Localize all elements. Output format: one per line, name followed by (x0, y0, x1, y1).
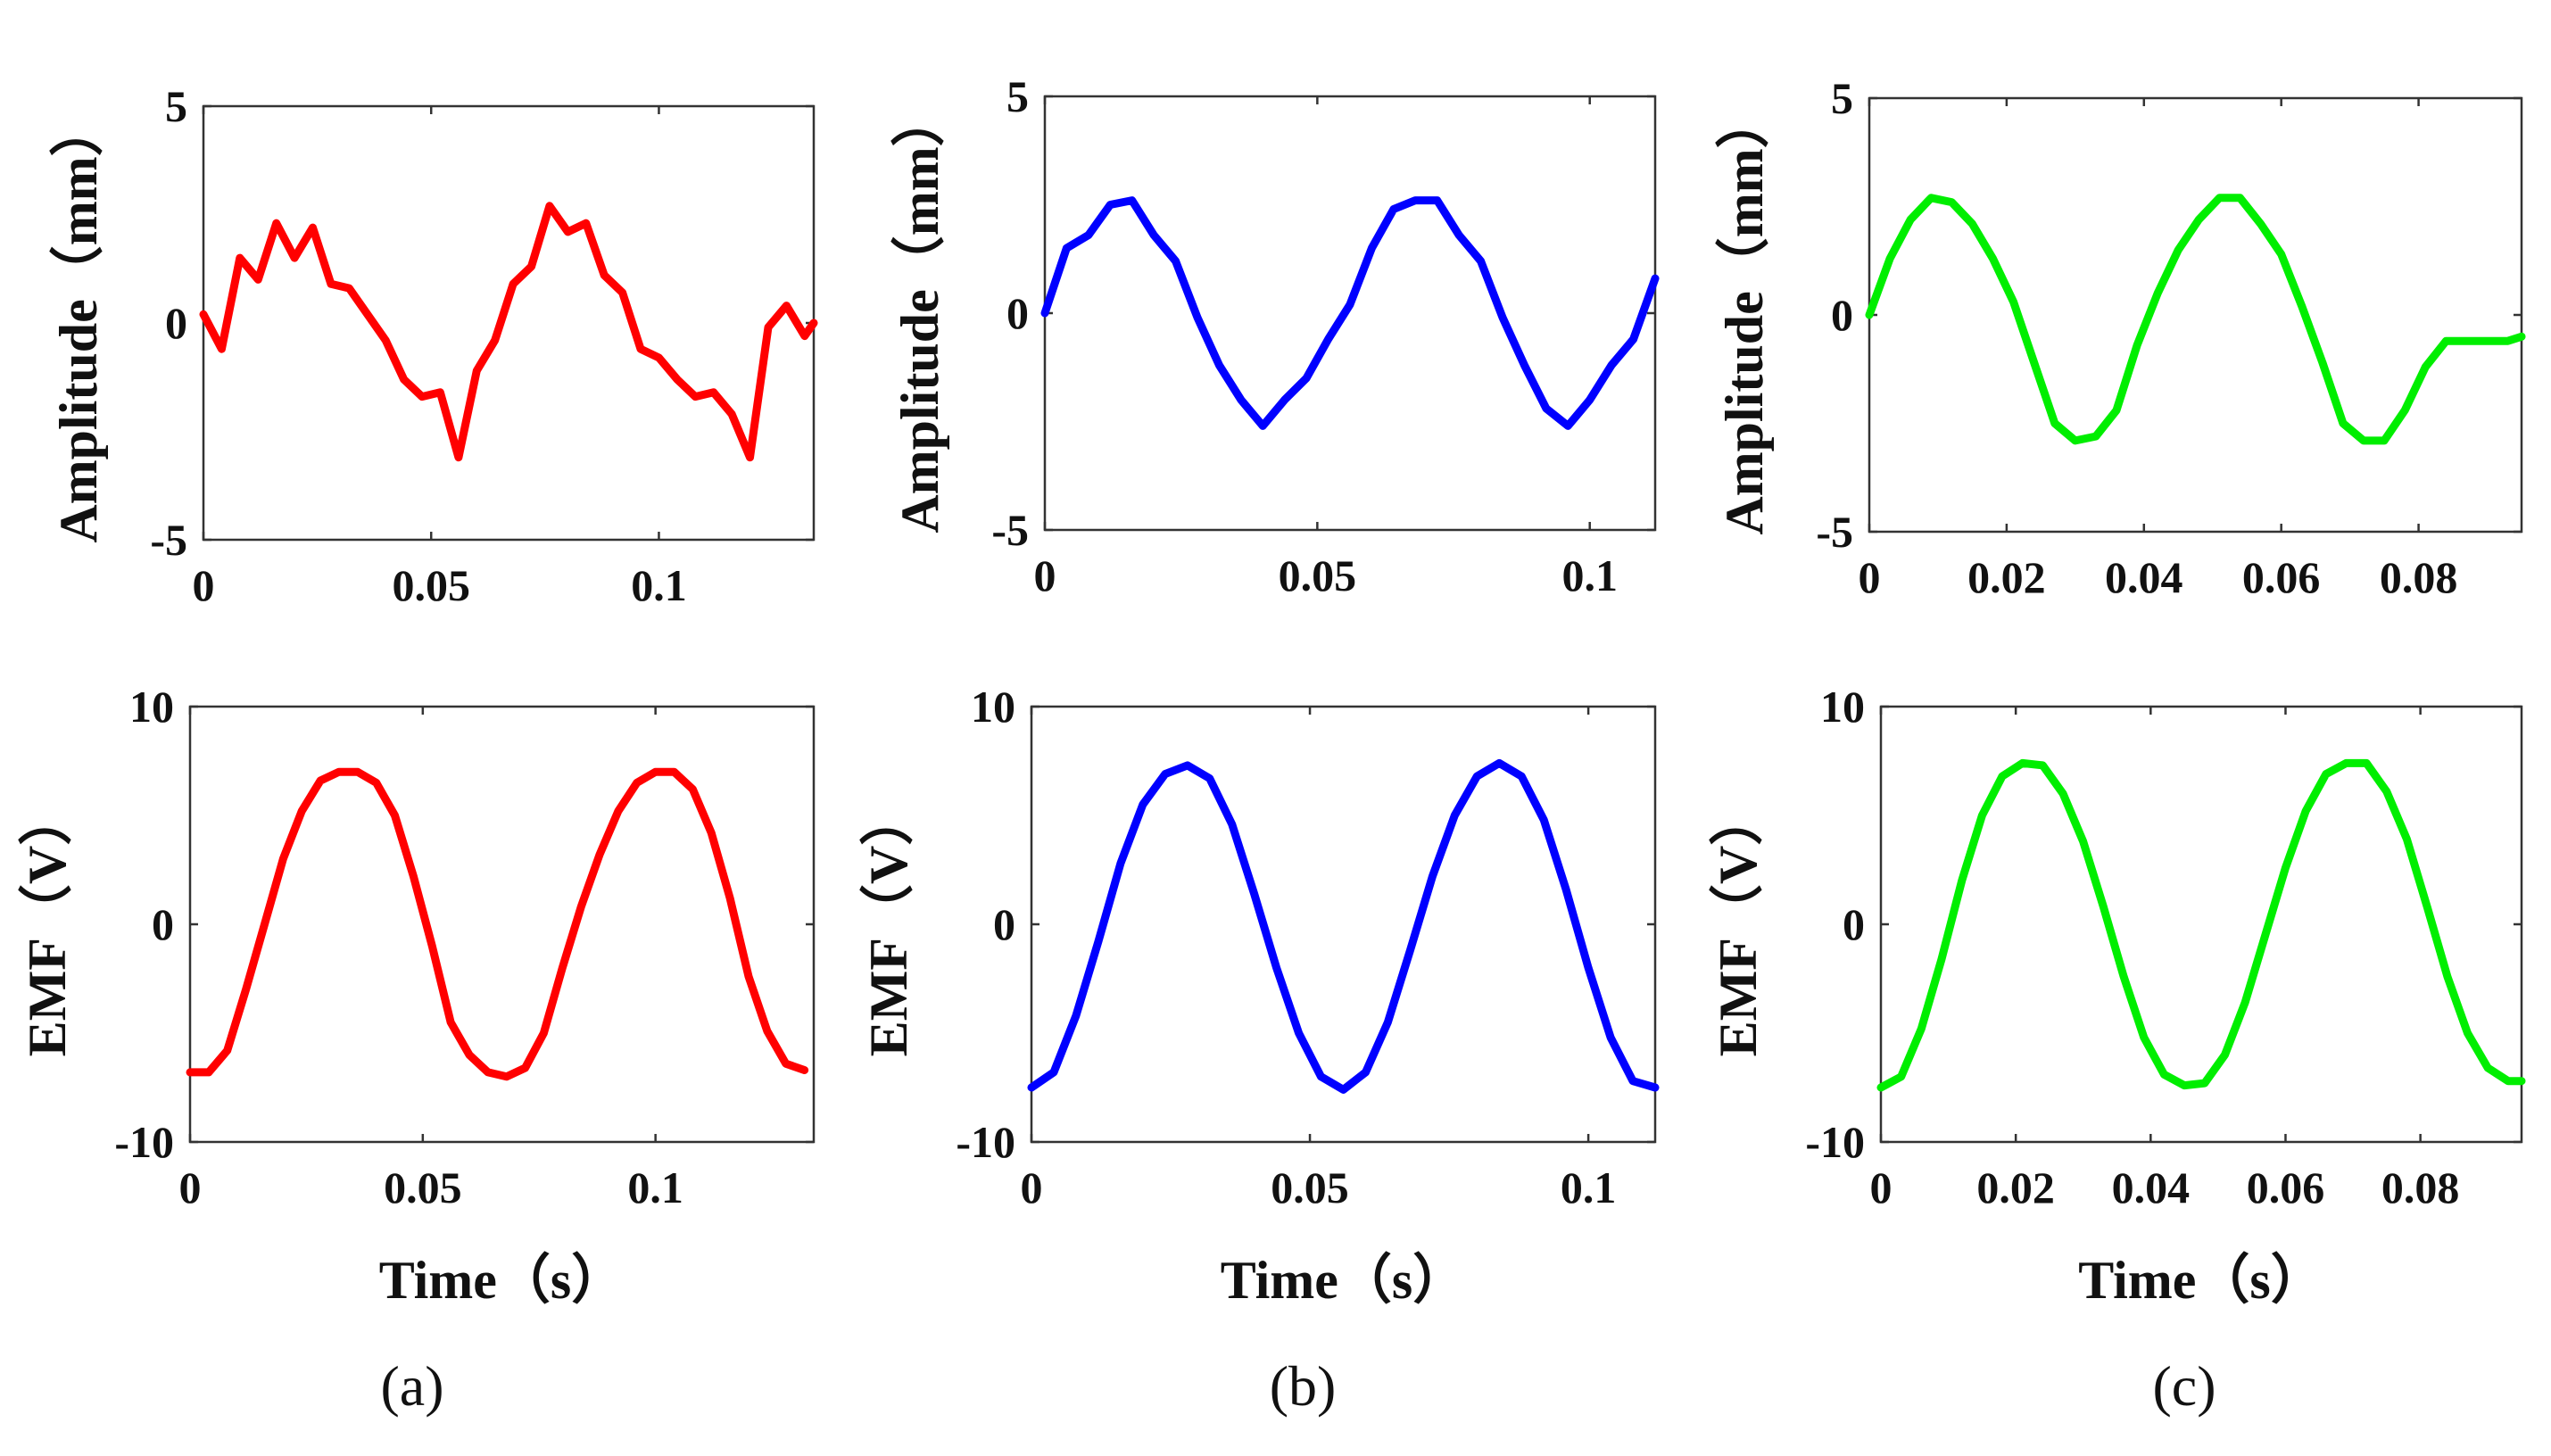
x-tick-label: 0 (1034, 550, 1056, 600)
x-tick-label: 0.02 (1976, 1162, 2055, 1212)
series-line-top-b (1040, 196, 1660, 430)
x-tick-label: 0.04 (2112, 1162, 2191, 1212)
x-tick-label: 0.05 (1279, 550, 1357, 600)
y-tick-label: -5 (991, 505, 1029, 555)
x-tick-label: 0 (1870, 1162, 1893, 1212)
y-tick-label: 5 (1006, 71, 1029, 121)
x-tick-label: 0.1 (1561, 550, 1618, 600)
series-line-bottom-b (1027, 758, 1660, 1094)
x-tick-label: 0.05 (1271, 1162, 1349, 1212)
plot-frame-top-b (1043, 95, 1657, 532)
x-tick-label: 0.04 (2105, 552, 2183, 602)
x-tick-label: 0.05 (384, 1162, 462, 1212)
y-tick-label: -10 (114, 1117, 174, 1167)
y-axis-label: EMF（V） (1708, 792, 1768, 1057)
x-tick-label: 0 (1859, 552, 1881, 602)
y-tick-label: -5 (1816, 507, 1853, 557)
x-tick-label: 0.1 (627, 1162, 683, 1212)
series-line-bottom-a (186, 767, 809, 1081)
x-axis-label: Time（s） (379, 1250, 625, 1310)
x-tick-label: 0.08 (2380, 552, 2458, 602)
y-tick-label: -5 (150, 515, 187, 565)
y-tick-label: 0 (152, 899, 174, 949)
x-tick-label: 0.06 (2247, 1162, 2325, 1212)
y-tick-label: -10 (956, 1117, 1015, 1167)
y-axis-label: Amplitude（mm） (890, 93, 949, 533)
y-tick-label: 10 (1820, 682, 1865, 732)
plot-frame-bottom-c (1879, 705, 2523, 1144)
panel-label: (c) (2152, 1354, 2216, 1418)
y-axis-label: Amplitude（mm） (48, 103, 108, 542)
y-tick-label: 0 (1006, 288, 1029, 338)
plot-frame-top-c (1868, 96, 2523, 534)
y-tick-label: -10 (1805, 1117, 1865, 1167)
y-tick-label: 0 (1843, 899, 1865, 949)
panel-label: (a) (380, 1354, 443, 1418)
x-tick-label: 0 (193, 560, 215, 610)
y-tick-label: 0 (165, 298, 187, 348)
series-line-top-a (199, 202, 818, 462)
series-line-top-c (1865, 194, 2526, 445)
y-axis-label: EMF（V） (17, 792, 77, 1057)
x-tick-label: 0.02 (1967, 552, 2046, 602)
x-axis-label: Time（s） (2078, 1250, 2324, 1310)
plot-frame-top-a (202, 104, 816, 542)
x-tick-label: 0.1 (631, 560, 687, 610)
x-tick-label: 0.05 (392, 560, 470, 610)
x-tick-label: 0.1 (1561, 1162, 1617, 1212)
y-tick-label: 10 (129, 682, 174, 732)
y-tick-label: 0 (1831, 290, 1853, 340)
x-tick-label: 0 (1021, 1162, 1043, 1212)
series-line-bottom-c (1876, 758, 2526, 1092)
x-tick-label: 0.06 (2242, 552, 2321, 602)
y-tick-label: 5 (165, 81, 187, 131)
y-axis-label: Amplitude（mm） (1714, 95, 1774, 534)
x-tick-label: 0.08 (2381, 1162, 2460, 1212)
panel-label: (b) (1270, 1354, 1337, 1418)
x-tick-label: 0 (179, 1162, 202, 1212)
plot-frame-bottom-b (1030, 705, 1657, 1144)
y-tick-label: 0 (993, 899, 1015, 949)
y-tick-label: 10 (971, 682, 1015, 732)
y-axis-label: EMF（V） (858, 792, 918, 1057)
x-axis-label: Time（s） (1221, 1250, 1467, 1310)
y-tick-label: 5 (1831, 73, 1853, 123)
